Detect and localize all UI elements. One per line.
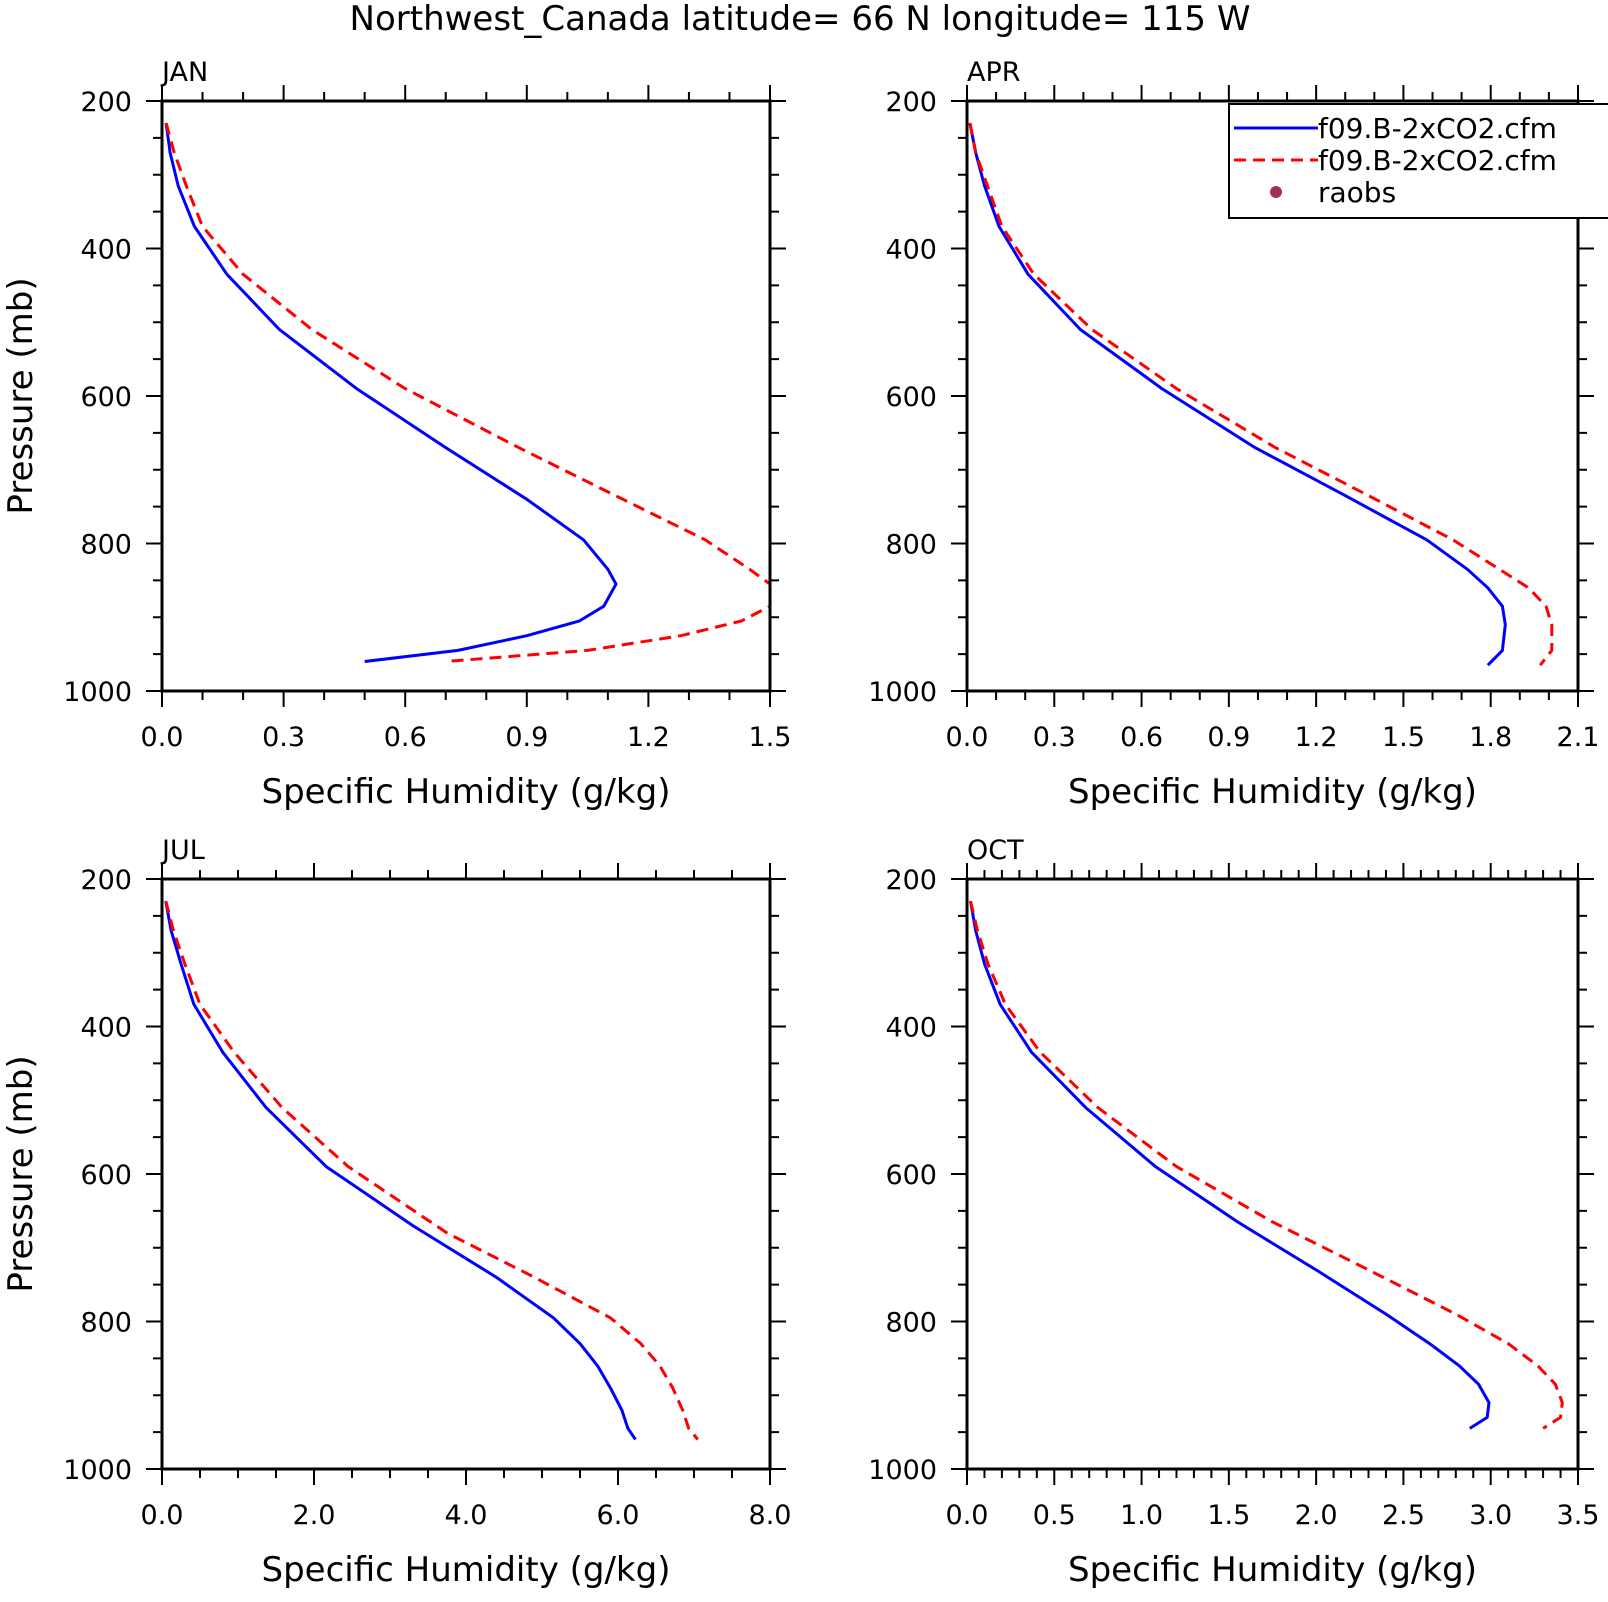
series-line-red-dashed bbox=[968, 122, 1554, 667]
y-tick-label: 400 bbox=[885, 235, 937, 266]
y-tick-label: 800 bbox=[885, 1308, 937, 1339]
x-tick-label: 4.0 bbox=[445, 1500, 488, 1531]
y-tick-label: 400 bbox=[885, 1013, 937, 1044]
panel-apr: 0.0 0.3 0.6 0.9 1.2 1.5 1.8 2.1 200 400 600 800 1000… bbox=[868, 57, 1599, 812]
y-tick-label: 1000 bbox=[868, 1455, 937, 1486]
x-tick-label: 1.5 bbox=[1207, 1500, 1250, 1531]
y-tick-label: 1000 bbox=[868, 677, 937, 708]
y-tick-label: 1000 bbox=[63, 677, 132, 708]
y-tick-label: 200 bbox=[80, 87, 132, 118]
panel-label: JAN bbox=[160, 57, 208, 88]
series-line-blue-solid bbox=[164, 122, 618, 663]
panel-label: OCT bbox=[967, 835, 1024, 866]
x-tick-label: 0.0 bbox=[141, 1500, 184, 1531]
panel-jan: 0.0 0.3 0.6 0.9 1.2 1.5 200 400 600 800 1000 JAN Spe… bbox=[1, 57, 791, 812]
legend-marker-icon bbox=[1270, 186, 1282, 198]
series-line-blue-solid bbox=[164, 900, 637, 1441]
panel-label: APR bbox=[967, 57, 1021, 88]
x-tick-label: 1.5 bbox=[1382, 722, 1425, 753]
panel-label: JUL bbox=[160, 835, 205, 866]
plot-frame bbox=[160, 877, 772, 1471]
series-line-blue-solid bbox=[968, 122, 1507, 667]
x-tick-label: 0.5 bbox=[1033, 1500, 1076, 1531]
series-line-red-dashed bbox=[164, 122, 772, 663]
y-tick-label: 800 bbox=[885, 530, 937, 561]
x-tick-label: 8.0 bbox=[749, 1500, 792, 1531]
x-axis-label: Specific Humidity (g/kg) bbox=[1068, 1550, 1477, 1590]
x-tick-label: 0.0 bbox=[946, 722, 989, 753]
x-axis-label: Specific Humidity (g/kg) bbox=[262, 772, 671, 812]
x-tick-label: 0.6 bbox=[384, 722, 427, 753]
y-tick-label: 600 bbox=[80, 382, 132, 413]
plot-frame bbox=[160, 99, 772, 693]
x-tick-label: 0.9 bbox=[1207, 722, 1250, 753]
x-tick-label: 0.0 bbox=[141, 722, 184, 753]
y-tick-label: 200 bbox=[885, 87, 937, 118]
x-tick-label: 0.6 bbox=[1120, 722, 1163, 753]
y-tick-label: 800 bbox=[80, 530, 132, 561]
x-tick-label: 2.1 bbox=[1557, 722, 1600, 753]
x-tick-label: 0.3 bbox=[1033, 722, 1076, 753]
figure-title: Northwest_Canada latitude= 66 N longitud… bbox=[350, 0, 1251, 39]
x-tick-label: 1.5 bbox=[749, 722, 792, 753]
y-axis-label: Pressure (mb) bbox=[1, 277, 41, 514]
x-tick-label: 0.9 bbox=[505, 722, 548, 753]
x-axis-label: Specific Humidity (g/kg) bbox=[1068, 772, 1477, 812]
legend-label: raobs bbox=[1318, 176, 1396, 209]
y-tick-label: 600 bbox=[885, 382, 937, 413]
x-tick-label: 2.5 bbox=[1382, 1500, 1425, 1531]
x-tick-label: 1.0 bbox=[1120, 1500, 1163, 1531]
panels-group: 0.0 0.3 0.6 0.9 1.2 1.5 200 400 600 800 1000 JAN Spe… bbox=[1, 57, 1599, 1590]
x-tick-label: 1.2 bbox=[1295, 722, 1338, 753]
x-tick-label: 3.0 bbox=[1469, 1500, 1512, 1531]
x-axis-label: Specific Humidity (g/kg) bbox=[262, 1550, 671, 1590]
panel-oct: 0.0 0.5 1.0 1.5 2.0 2.5 3.0 3.5 200 400 600 800 1000… bbox=[868, 835, 1599, 1590]
x-tick-label: 3.5 bbox=[1557, 1500, 1600, 1531]
y-tick-label: 600 bbox=[80, 1160, 132, 1191]
legend-label: f09.B-2xCO2.cfm bbox=[1318, 144, 1557, 177]
series-line-blue-solid bbox=[969, 900, 1491, 1430]
x-tick-label: 0.0 bbox=[946, 1500, 989, 1531]
y-tick-label: 200 bbox=[885, 865, 937, 896]
legend-label: f09.B-2xCO2.cfm bbox=[1318, 112, 1557, 145]
series-line-red-dashed bbox=[164, 900, 699, 1441]
x-tick-label: 2.0 bbox=[293, 1500, 336, 1531]
series-line-red-dashed bbox=[969, 900, 1564, 1430]
x-tick-label: 6.0 bbox=[597, 1500, 640, 1531]
x-tick-label: 1.2 bbox=[627, 722, 670, 753]
x-tick-label: 2.0 bbox=[1295, 1500, 1338, 1531]
y-tick-label: 200 bbox=[80, 865, 132, 896]
panel-jul: 0.0 2.0 4.0 6.0 8.0 200 400 600 800 1000 JUL Specif… bbox=[1, 835, 791, 1590]
x-tick-label: 1.8 bbox=[1469, 722, 1512, 753]
x-tick-label: 0.3 bbox=[262, 722, 305, 753]
y-tick-label: 1000 bbox=[63, 1455, 132, 1486]
plot-frame bbox=[965, 877, 1580, 1471]
y-tick-label: 600 bbox=[885, 1160, 937, 1191]
y-axis-label: Pressure (mb) bbox=[1, 1055, 41, 1292]
y-tick-label: 400 bbox=[80, 1013, 132, 1044]
y-tick-label: 400 bbox=[80, 235, 132, 266]
y-tick-label: 800 bbox=[80, 1308, 132, 1339]
